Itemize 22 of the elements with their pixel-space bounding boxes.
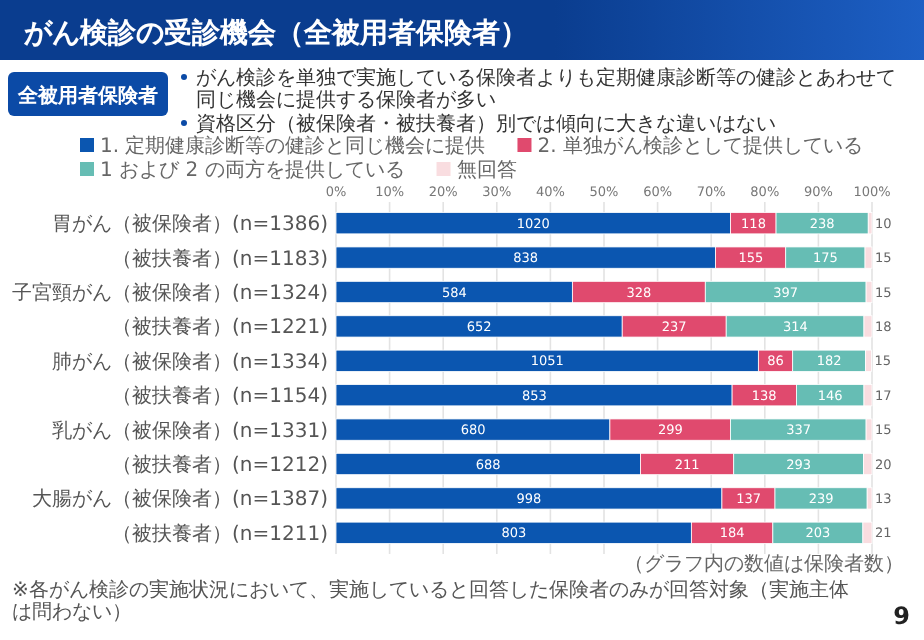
y-tick-label: 胃がん（被保険者）(n=1386) bbox=[52, 212, 329, 237]
text: 全被用者保険者 bbox=[16, 84, 158, 108]
text: ※各がん検診の実施状況において、実施していると回答した保険者のみが回答対象（実施主体は問わない） bbox=[12, 578, 849, 624]
text: 9 bbox=[893, 602, 910, 630]
y-tick-label: （被扶養者）(n=1212) bbox=[112, 453, 329, 477]
y-tick-label: （被扶養者）(n=1211) bbox=[112, 521, 329, 546]
y-tick-label: 乳がん（被保険者）(n=1331) bbox=[52, 418, 329, 443]
y-tick-label: （被扶養者）(n=1221) bbox=[112, 315, 329, 340]
legend-item: 無回答 bbox=[436, 160, 517, 182]
annotation: （グラフ内の数値は保険者数） bbox=[624, 552, 904, 576]
legend-item: 2. 単独がん検診として提供している bbox=[517, 136, 863, 158]
legend-item: 1 および 2 の両方を提供している bbox=[80, 160, 405, 182]
y-tick-label: 子宮頸がん（被保険者）(n=1324) bbox=[12, 281, 329, 305]
text: がん検診を単独で実施している保険者よりも定期健康診断等の健診とあわせて同じ機会に提供する保険者が多い bbox=[196, 66, 896, 112]
text: 資格区分（被保険者・被扶養者）別では傾向に大きな違いはない bbox=[196, 112, 776, 136]
y-tick-label: 肺がん（被保険者）(n=1334) bbox=[52, 349, 329, 374]
chart-title: がん検診の受診機会（全被用者保険者） bbox=[22, 16, 528, 50]
legend-item: 1. 定期健康診断等の健診と同じ機会に提供 bbox=[80, 136, 486, 158]
y-tick-label: （被扶養者）(n=1154) bbox=[112, 384, 329, 409]
legend-label: 無回答 bbox=[456, 158, 517, 182]
y-tick-label: 大腸がん（被保険者）(n=1387) bbox=[32, 487, 329, 512]
y-tick-label: （被扶養者）(n=1183) bbox=[112, 246, 329, 271]
